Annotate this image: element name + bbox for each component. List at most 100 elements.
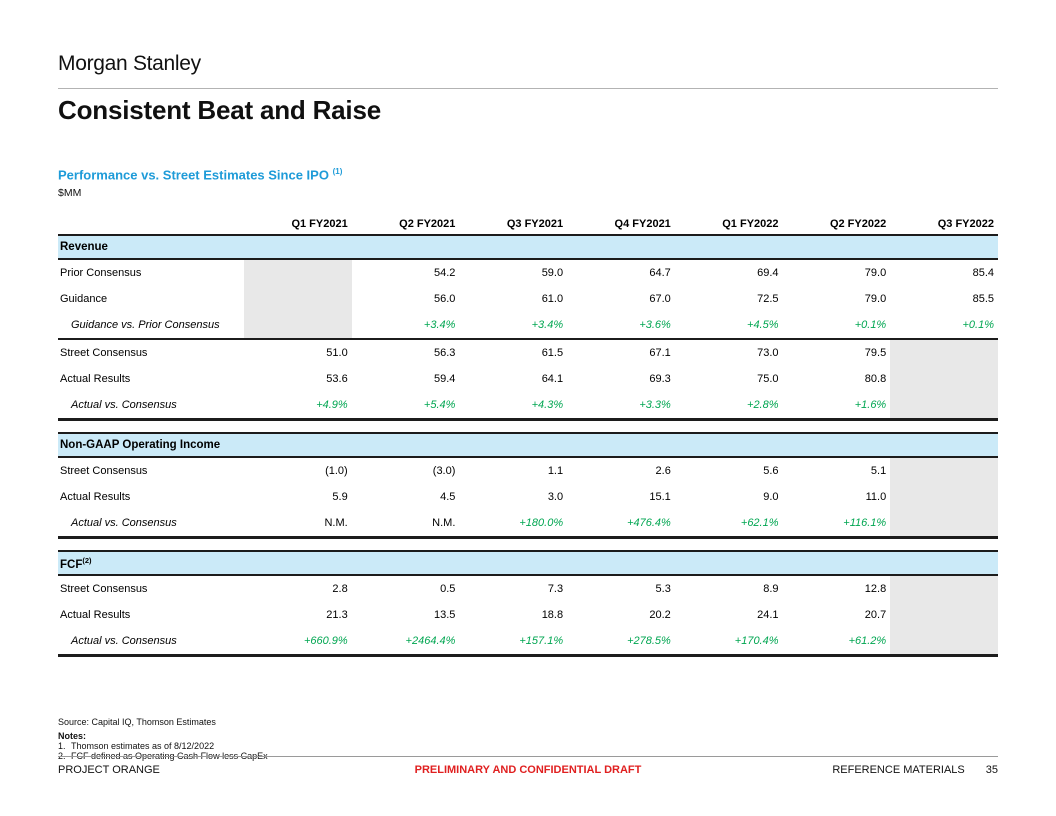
value-cell: +4.3% xyxy=(459,392,568,421)
value-cell: +157.1% xyxy=(459,628,568,657)
value-cell xyxy=(244,259,352,286)
value-cell: 67.0 xyxy=(649,293,671,305)
value-cell: +660.9% xyxy=(244,628,352,657)
column-header: Q3 FY2021 xyxy=(459,218,568,236)
value-cell: 5.6 xyxy=(763,465,779,477)
table-row: Actual vs. Consensus +660.9% +2464.4% +157.… xyxy=(58,628,998,657)
value-cell: 12.8 xyxy=(864,583,887,595)
value-cell: 8.9 xyxy=(763,583,779,595)
note-line: 1. Thomson estimates as of 8/12/2022 xyxy=(58,741,998,751)
value-cell: 69.4 xyxy=(757,267,779,279)
value-cell: 51.0 xyxy=(326,347,348,359)
value-cell: 67.1 xyxy=(649,347,671,359)
value-cell xyxy=(890,510,998,539)
section-header-row: FCF(2) xyxy=(58,550,998,576)
row-label: Actual Results xyxy=(60,609,131,621)
page-number: 35 xyxy=(985,764,998,776)
value-cell: 56.3 xyxy=(433,347,456,359)
value-cell: +0.1% xyxy=(782,312,891,340)
table-row: Actual Results 53.6 59.4 64.1 69.3 75.0 80.8 xyxy=(58,366,998,392)
table-row: Actual vs. Consensus +4.9% +5.4% +4.3% +3.3%… xyxy=(58,392,998,421)
value-cell: N.M. xyxy=(351,510,460,539)
value-cell xyxy=(890,457,998,484)
value-cell: +278.5% xyxy=(567,628,675,657)
footer-confidential-notice: PRELIMINARY AND CONFIDENTIAL DRAFT xyxy=(414,764,642,776)
row-label: Prior Consensus xyxy=(60,267,142,279)
value-cell: 20.2 xyxy=(649,609,671,621)
value-cell: (1.0) xyxy=(325,465,348,477)
value-cell: 75.0 xyxy=(757,373,779,385)
row-label: Actual vs. Consensus xyxy=(58,510,244,539)
footer-project-name: PROJECT ORANGE xyxy=(58,764,160,776)
value-cell: +3.4% xyxy=(351,312,460,340)
value-cell xyxy=(890,484,998,510)
note-number: 1. xyxy=(58,741,66,751)
value-cell: +0.1% xyxy=(890,312,998,340)
table-row: Street Consensus 51.0 56.3 61.5 67.1 73.0 79.5 xyxy=(58,339,998,366)
value-cell: 1.1 xyxy=(547,465,564,477)
row-label: Actual Results xyxy=(60,491,131,503)
value-cell: 21.3 xyxy=(326,609,348,621)
section-header-row: Revenue xyxy=(58,234,998,260)
value-cell: 73.0 xyxy=(757,347,779,359)
value-cell: +62.1% xyxy=(674,510,783,539)
value-cell xyxy=(890,575,998,602)
value-cell: 5.3 xyxy=(655,583,671,595)
value-cell: 85.4 xyxy=(972,267,994,279)
value-cell xyxy=(890,339,998,366)
section-spacer xyxy=(58,537,998,551)
column-header: Q1 FY2021 xyxy=(244,218,352,236)
performance-table-wrap: Q1 FY2021 Q2 FY2021 Q3 FY2021 Q4 FY2021 Q1 F… xyxy=(58,218,998,657)
value-cell: 79.0 xyxy=(864,267,887,279)
value-cell: +2.8% xyxy=(674,392,783,421)
table-header-row: Q1 FY2021 Q2 FY2021 Q3 FY2021 Q4 FY2021 Q1 F… xyxy=(58,218,998,236)
table-row: Street Consensus 2.8 0.5 7.3 5.3 8.9 12.8 xyxy=(58,575,998,602)
exhibit-heading-footnote-ref: (1) xyxy=(332,167,343,176)
section-header-row: Non-GAAP Operating Income xyxy=(58,432,998,458)
value-cell: +4.9% xyxy=(244,392,352,421)
row-label: Street Consensus xyxy=(60,347,148,359)
value-cell: 11.0 xyxy=(865,491,887,503)
footer-section-label: REFERENCE MATERIALS xyxy=(832,764,965,776)
value-cell xyxy=(890,602,998,628)
page-title: Consistent Beat and Raise xyxy=(58,95,381,125)
value-cell: +180.0% xyxy=(459,510,568,539)
units-label: $MM xyxy=(58,187,82,199)
table-row: Prior Consensus 54.2 59.0 64.7 69.4 79.0 85.4 xyxy=(58,259,998,286)
exhibit-heading-text: Performance vs. Street Estimates Since I… xyxy=(58,167,329,183)
row-label: Actual vs. Consensus xyxy=(58,392,244,421)
value-cell: +170.4% xyxy=(674,628,783,657)
performance-table: Q1 FY2021 Q2 FY2021 Q3 FY2021 Q4 FY2021 Q1 F… xyxy=(58,218,998,657)
value-cell: 54.2 xyxy=(433,267,456,279)
source-note: Source: Capital IQ, Thomson Estimates xyxy=(58,717,216,727)
column-header: Q4 FY2021 xyxy=(567,218,675,236)
value-cell: 5.9 xyxy=(332,491,348,503)
row-label-header xyxy=(58,218,244,236)
value-cell: +116.1% xyxy=(782,510,891,539)
value-cell: +3.4% xyxy=(459,312,568,340)
note-text: Thomson estimates as of 8/12/2022 xyxy=(71,741,215,751)
column-header: Q2 FY2022 xyxy=(782,218,891,236)
section-title-footnote-ref: (2) xyxy=(82,555,92,565)
value-cell: 53.6 xyxy=(326,373,348,385)
column-header: Q1 FY2022 xyxy=(674,218,783,236)
exhibit-heading: Performance vs. Street Estimates Since I… xyxy=(58,167,342,182)
value-cell: 59.0 xyxy=(541,267,564,279)
value-cell: 5.1 xyxy=(870,465,887,477)
table-row: Actual vs. Consensus N.M. N.M. +180.0% +476.… xyxy=(58,510,998,539)
column-header: Q3 FY2022 xyxy=(890,218,998,236)
value-cell xyxy=(890,366,998,392)
value-cell xyxy=(890,628,998,657)
value-cell: 80.8 xyxy=(864,373,887,385)
value-cell: N.M. xyxy=(244,510,352,539)
table-row: Actual Results 21.3 13.5 18.8 20.2 24.1 20.7 xyxy=(58,602,998,628)
value-cell: 72.5 xyxy=(757,293,779,305)
row-label: Actual Results xyxy=(60,373,131,385)
value-cell: 79.5 xyxy=(864,347,887,359)
value-cell: +3.3% xyxy=(567,392,675,421)
row-label: Actual vs. Consensus xyxy=(58,628,244,657)
section-title: FCF(2) xyxy=(58,550,998,576)
value-cell: +476.4% xyxy=(567,510,675,539)
value-cell: 2.8 xyxy=(332,583,348,595)
notes-label: Notes: xyxy=(58,731,87,741)
